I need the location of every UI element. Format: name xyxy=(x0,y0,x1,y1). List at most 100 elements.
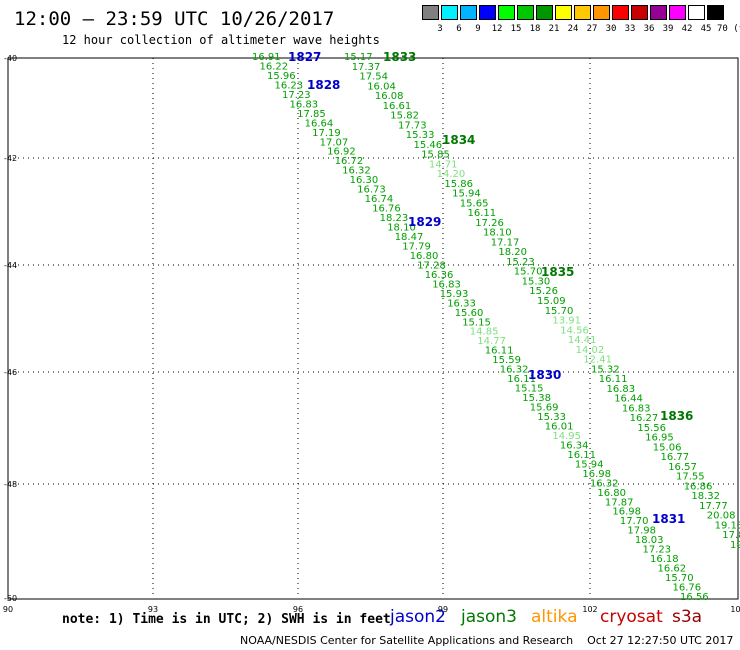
swh-value: 20.08 xyxy=(707,511,736,522)
swh-value: 14.41 xyxy=(568,335,597,346)
track-id-label: 1833 xyxy=(383,50,416,64)
swh-value: 16.33 xyxy=(447,298,476,309)
swh-value: 16.32 xyxy=(590,478,619,489)
swh-value: 18.23 xyxy=(380,213,409,224)
legend-swatch xyxy=(707,5,724,20)
swh-value: 16.76 xyxy=(673,583,702,594)
swh-value: 16.11 xyxy=(468,208,497,219)
swh-value: 17.37 xyxy=(352,62,381,73)
swh-value: 14.77 xyxy=(477,336,506,347)
swh-value: 18.47 xyxy=(395,232,424,243)
swh-value: 16.61 xyxy=(383,101,412,112)
swh-value: 19.13 xyxy=(715,521,740,532)
swh-value: 12.41 xyxy=(583,355,612,366)
swh-value: 17.77 xyxy=(699,501,728,512)
swh-value: 16.30 xyxy=(350,175,379,186)
legend-label: 33 xyxy=(624,24,636,34)
swh-value: 15.60 xyxy=(455,308,484,319)
swh-value: 16.83 xyxy=(432,279,461,290)
swh-value: 17.19 xyxy=(312,128,341,139)
swh-value: 17.07 xyxy=(320,137,349,148)
swh-value: 16.11 xyxy=(567,450,596,461)
swh-value: 17.55 xyxy=(676,472,705,483)
lon-tick-label: 105 xyxy=(730,605,740,614)
swh-value: 16.73 xyxy=(357,185,386,196)
swh-value: 15.15 xyxy=(462,317,491,328)
swh-value: 15.69 xyxy=(530,403,559,414)
track-id-label: 1834 xyxy=(442,133,475,147)
legend-swatch xyxy=(555,5,572,20)
swh-value: 17.23 xyxy=(282,90,311,101)
swh-value: 16.57 xyxy=(668,462,697,473)
swh-value: 15.65 xyxy=(460,198,489,209)
swh-value: 15.82 xyxy=(390,111,419,122)
legend-label: 18 xyxy=(529,24,541,34)
swh-value: 14.56 xyxy=(560,325,589,336)
swh-value: 15.38 xyxy=(522,393,551,404)
swh-value: 17.28 xyxy=(417,260,446,271)
swh-value: 16.11 xyxy=(599,374,628,385)
swh-value: 16.32 xyxy=(500,365,529,376)
swh-value: 16.72 xyxy=(335,156,364,167)
satellite-name: s3a xyxy=(672,607,703,627)
swh-value: 17.73 xyxy=(398,120,427,131)
swh-value: 16.64 xyxy=(305,118,334,129)
legend-swatch xyxy=(574,5,591,20)
lat-tick-label: -44 xyxy=(4,261,17,270)
swh-value: 15.70 xyxy=(514,267,543,278)
legend-label: 70 (ft) xyxy=(717,24,740,34)
swh-value: 16.04 xyxy=(367,81,396,92)
legend-swatch xyxy=(593,5,610,20)
swh-value: 17.17 xyxy=(491,237,520,248)
swh-value: 16.22 xyxy=(260,62,289,73)
swh-value: 15.17 xyxy=(344,52,373,63)
swh-value: 13.91 xyxy=(552,316,581,327)
swh-value: 17.87 xyxy=(605,497,634,508)
swh-value: 16.95 xyxy=(645,433,674,444)
legend-swatch xyxy=(479,5,496,20)
swh-value: 15.70 xyxy=(665,573,694,584)
swh-value: 18.20 xyxy=(498,247,527,258)
wave-height-observations: 16.9116.2215.9616.2317.2316.8317.8516.64… xyxy=(252,52,740,603)
track-id-label: 1836 xyxy=(660,409,693,423)
legend-label: 42 xyxy=(681,24,693,34)
swh-value: 16.80 xyxy=(410,251,439,262)
legend-swatch xyxy=(631,5,648,20)
swh-value: 16.62 xyxy=(658,564,687,575)
swh-value: 18.03 xyxy=(635,535,664,546)
map-grid xyxy=(8,58,738,598)
lon-tick-label: 93 xyxy=(148,605,158,614)
swh-value: 16.08 xyxy=(375,91,404,102)
swh-value: 16.18 xyxy=(650,554,679,565)
track-id-label: 1830 xyxy=(528,368,561,382)
swh-value: 16.32 xyxy=(342,166,371,177)
swh-value: 16.74 xyxy=(365,194,394,205)
track-id-label: 1829 xyxy=(408,215,441,229)
swh-value: 17.85 xyxy=(297,109,326,120)
legend-swatch xyxy=(669,5,686,20)
legend-label: 36 xyxy=(643,24,655,34)
track-id-label: 1827 xyxy=(288,50,321,64)
legend-label: 3 xyxy=(437,24,443,34)
legend-label: 21 xyxy=(548,24,560,34)
swh-value: 15.32 xyxy=(591,364,620,375)
legend-label: 24 xyxy=(567,24,579,34)
legend-label: 12 xyxy=(491,24,503,34)
track-id-label: 1831 xyxy=(652,512,685,526)
track-id-label: 1835 xyxy=(541,265,574,279)
swh-value: 16.83 xyxy=(290,99,319,110)
legend-swatch xyxy=(441,5,458,20)
lat-tick-label: -50 xyxy=(4,594,17,603)
legend-swatch xyxy=(517,5,534,20)
swh-value: 14.95 xyxy=(552,431,581,442)
swh-value: 16.98 xyxy=(582,469,611,480)
swh-value: 15.09 xyxy=(537,296,566,307)
lon-tick-label: 99 xyxy=(438,605,448,614)
track-labels: 1827 1828 1829 1830 1831 1833 1834 1835 1836 xyxy=(288,50,693,526)
swh-value: 19 xyxy=(730,540,740,551)
swh-value: 15.96 xyxy=(267,71,296,82)
swh-value: 15.94 xyxy=(452,189,481,200)
swh-value: 15.26 xyxy=(529,286,558,297)
swh-value: 17.23 xyxy=(643,545,672,556)
